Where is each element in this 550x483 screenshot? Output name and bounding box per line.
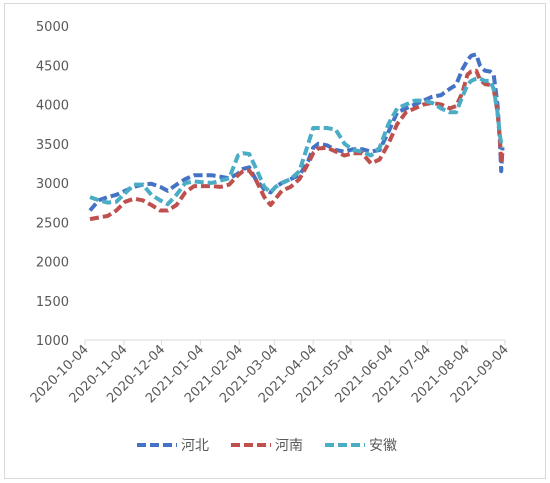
y-tick-label: 2500: [36, 216, 69, 231]
chart-frame: [4, 3, 546, 479]
y-tick-label: 2000: [36, 256, 69, 271]
y-tick-label: 4500: [36, 59, 69, 74]
x-axis-ticks: 2020-10-042020-11-042020-12-042021-01-04…: [28, 340, 512, 406]
legend-label-2: 河南: [275, 438, 303, 454]
y-tick-label: 5000: [36, 20, 69, 35]
y-tick-label: 4000: [36, 99, 69, 114]
y-tick-label: 3000: [36, 177, 69, 192]
series-lines: [88, 52, 505, 222]
series-line-3: [89, 76, 505, 207]
y-tick-label: 1000: [36, 334, 69, 349]
legend-label-1: 河北: [181, 438, 209, 454]
series-line-1: [88, 52, 505, 212]
series-line-2: [89, 68, 505, 222]
y-tick-label: 1500: [36, 295, 69, 310]
y-axis-ticks: 1000 1500 2000 2500 3000 3500 4000 4500 5000: [36, 20, 69, 349]
legend-label-3: 安徽: [369, 438, 397, 454]
legend: 河北 河南 安徽: [137, 438, 397, 454]
y-tick-label: 3500: [36, 138, 69, 153]
